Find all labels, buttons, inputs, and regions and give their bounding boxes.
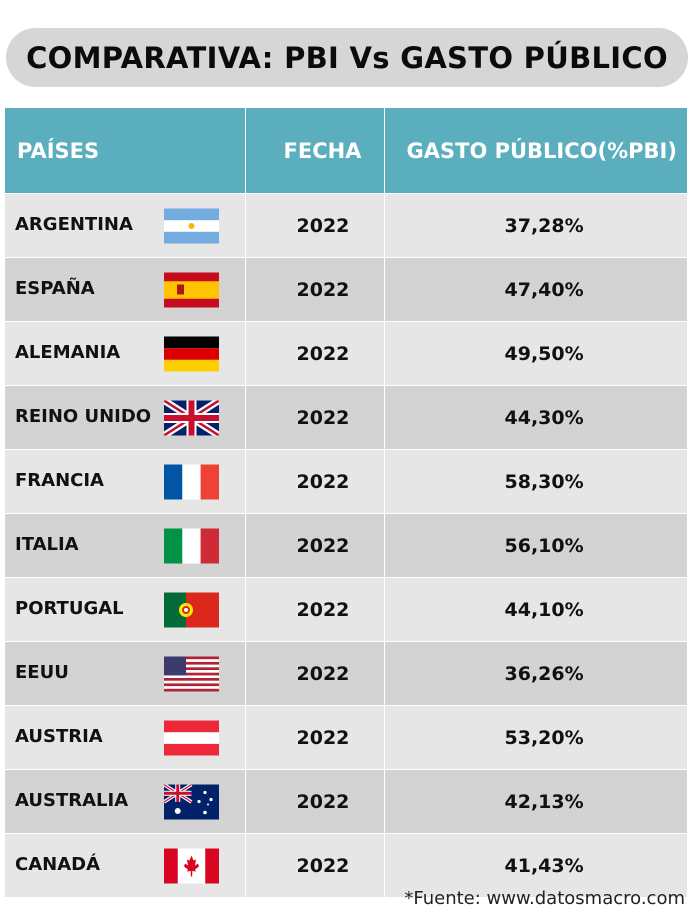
spending-value: 53,20%	[384, 705, 687, 770]
argentina-flag-icon	[164, 208, 219, 243]
year-cell: 2022	[245, 577, 385, 642]
country-name: ESPAÑA	[15, 277, 95, 299]
spending-value: 44,10%	[384, 577, 687, 642]
table-row: AUSTRIA 2022 53,20%	[5, 705, 687, 770]
usa-flag-icon	[164, 656, 219, 691]
year-cell: 2022	[245, 833, 385, 897]
year-cell: 2022	[245, 385, 385, 450]
country-name: EEUU	[15, 661, 69, 683]
country-name: CANADÁ	[15, 853, 101, 875]
spending-value: 49,50%	[384, 321, 687, 386]
country-name: AUSTRALIA	[15, 789, 129, 811]
page-title: COMPARATIVA: PBI Vs GASTO PÚBLICO	[26, 40, 668, 75]
germany-flag-icon	[164, 336, 219, 371]
country-cell: EEUU	[5, 641, 246, 706]
table-row: ARGENTINA 2022 37,28%	[5, 193, 687, 258]
country-name: ALEMANIA	[15, 341, 121, 363]
table-row: ESPAÑA 2022 47,40%	[5, 257, 687, 322]
year-cell: 2022	[245, 257, 385, 322]
year-cell: 2022	[245, 513, 385, 578]
italy-flag-icon	[164, 528, 219, 563]
spending-table: PAÍSES FECHA GASTO PÚBLICO(%PBI) ARGENTI…	[5, 108, 687, 897]
spending-value: 42,13%	[384, 769, 687, 834]
canada-flag-icon	[164, 848, 219, 883]
country-name: ITALIA	[15, 533, 79, 555]
spending-value: 56,10%	[384, 513, 687, 578]
table-row: ALEMANIA 2022 49,50%	[5, 321, 687, 386]
title-banner: COMPARATIVA: PBI Vs GASTO PÚBLICO	[6, 28, 688, 87]
table-row: CANADÁ 2022 41,43%	[5, 833, 687, 897]
year-cell: 2022	[245, 321, 385, 386]
year-cell: 2022	[245, 193, 385, 258]
table-row: AUSTRALIA 2022	[5, 769, 687, 834]
country-name: AUSTRIA	[15, 725, 103, 747]
header-country: PAÍSES	[5, 108, 246, 194]
year-cell: 2022	[245, 705, 385, 770]
country-name: REINO UNIDO	[15, 405, 152, 427]
country-cell: PORTUGAL	[5, 577, 246, 642]
table-header-row: PAÍSES FECHA GASTO PÚBLICO(%PBI)	[5, 108, 687, 194]
spending-value: 58,30%	[384, 449, 687, 514]
spending-value: 36,26%	[384, 641, 687, 706]
country-cell: REINO UNIDO	[5, 385, 246, 450]
country-cell: AUSTRALIA	[5, 769, 246, 834]
country-cell: ITALIA	[5, 513, 246, 578]
table-row: REINO UNIDO 2022 44,30%	[5, 385, 687, 450]
header-spending: GASTO PÚBLICO(%PBI)	[384, 108, 687, 194]
year-cell: 2022	[245, 449, 385, 514]
country-name: PORTUGAL	[15, 597, 124, 619]
year-cell: 2022	[245, 641, 385, 706]
spain-flag-icon	[164, 272, 219, 307]
country-cell: ALEMANIA	[5, 321, 246, 386]
portugal-flag-icon	[164, 592, 219, 627]
country-cell: ESPAÑA	[5, 257, 246, 322]
table-row: ITALIA 2022 56,10%	[5, 513, 687, 578]
spending-value: 44,30%	[384, 385, 687, 450]
source-note: *Fuente: www.datosmacro.com	[404, 888, 685, 909]
country-cell: AUSTRIA	[5, 705, 246, 770]
year-cell: 2022	[245, 769, 385, 834]
spending-value: 41,43%	[384, 833, 687, 897]
spending-value: 47,40%	[384, 257, 687, 322]
france-flag-icon	[164, 464, 219, 499]
header-date: FECHA	[245, 108, 385, 194]
country-name: ARGENTINA	[15, 213, 133, 235]
country-cell: FRANCIA	[5, 449, 246, 514]
country-cell: ARGENTINA	[5, 193, 246, 258]
austria-flag-icon	[164, 720, 219, 755]
country-name: FRANCIA	[15, 469, 104, 491]
table-row: FRANCIA 2022 58,30%	[5, 449, 687, 514]
australia-flag-icon	[164, 784, 219, 819]
spending-value: 37,28%	[384, 193, 687, 258]
country-cell: CANADÁ	[5, 833, 246, 897]
uk-flag-icon	[164, 400, 219, 435]
table-row: PORTUGAL 2022 44,10%	[5, 577, 687, 642]
table-row: EEUU 2022 36,26%	[5, 641, 687, 706]
